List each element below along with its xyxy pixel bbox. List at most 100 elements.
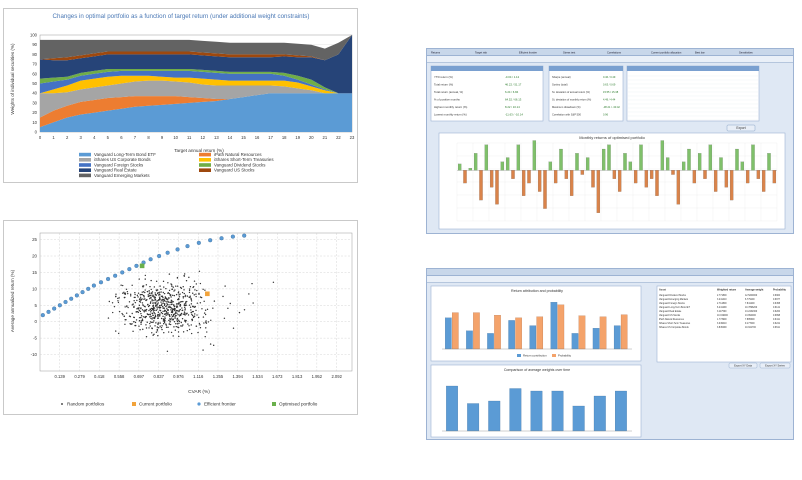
random-portfolio-point xyxy=(162,320,165,322)
monthly-return-bar xyxy=(543,170,547,209)
random-portfolio-point xyxy=(108,300,111,303)
random-portfolio-point xyxy=(183,304,186,307)
random-portfolio-point xyxy=(176,319,178,321)
random-portfolio-point xyxy=(171,307,173,310)
random-portfolio-point xyxy=(146,304,149,306)
x-tick-label: 16 xyxy=(255,135,260,140)
random-portfolio-point xyxy=(173,304,175,306)
random-portfolio-point xyxy=(191,318,194,321)
x-tick-label: 0.976 xyxy=(173,374,184,379)
random-portfolio-point xyxy=(177,298,179,301)
random-portfolio-point xyxy=(142,328,144,331)
random-portfolio-point xyxy=(190,298,192,301)
random-portfolio-point xyxy=(157,323,159,326)
monthly-return-bar xyxy=(681,161,686,171)
legend-label: Vanguard Emerging Markets xyxy=(94,173,150,178)
table-cell: Vanguard Long-Term Bond ET xyxy=(659,306,691,309)
legend-marker xyxy=(272,402,276,406)
random-portfolio-point xyxy=(107,317,110,319)
random-portfolio-point xyxy=(197,316,200,319)
random-portfolio-point xyxy=(132,303,134,305)
export-xy-series-button[interactable] xyxy=(759,362,791,369)
random-portfolio-point xyxy=(188,291,191,294)
random-portfolio-point xyxy=(147,295,150,298)
random-portfolio-point xyxy=(182,286,184,288)
random-portfolio-point xyxy=(136,299,138,302)
random-portfolio-point xyxy=(154,314,157,317)
sub-tab-bar[interactable] xyxy=(427,276,793,283)
area-series-1 xyxy=(40,93,352,128)
random-portfolio-point xyxy=(168,306,170,308)
random-portfolio-point xyxy=(182,331,185,333)
random-portfolio-point xyxy=(148,309,150,312)
random-portfolio-point xyxy=(144,306,146,308)
random-portfolio-point xyxy=(138,278,140,280)
random-portfolio-point xyxy=(125,312,128,314)
table-cell: 6.241290 xyxy=(717,307,727,309)
random-portfolio-point xyxy=(181,309,183,312)
random-portfolio-point xyxy=(152,308,155,310)
random-portfolio-point xyxy=(146,321,148,323)
random-portfolio-point xyxy=(130,323,132,326)
table-cell: 0.6977 xyxy=(773,299,781,301)
random-portfolio-point xyxy=(190,297,192,300)
random-portfolio-point xyxy=(166,307,168,310)
random-portfolio-point xyxy=(174,316,176,318)
random-portfolio-point xyxy=(133,316,136,319)
random-portfolio-point xyxy=(174,309,176,312)
random-portfolio-point xyxy=(167,331,170,333)
monthly-return-bar xyxy=(639,144,643,171)
random-portfolio-point xyxy=(193,306,195,308)
x-tick-label: 11 xyxy=(187,135,192,140)
random-portfolio-point xyxy=(162,315,164,318)
random-portfolio-point xyxy=(176,323,179,325)
area-series-8 xyxy=(40,35,352,61)
random-portfolio-point xyxy=(203,322,205,324)
monthly-return-bar xyxy=(719,157,723,171)
random-portfolio-point xyxy=(177,331,180,333)
legend-label: iShares Short-Term Treasuries xyxy=(214,157,274,162)
main-tab-bar[interactable] xyxy=(427,269,793,276)
random-portfolio-point xyxy=(156,326,159,328)
probability-bar xyxy=(515,317,522,350)
portfolio-weights-chart-panel: Changes in optimal portfolio as a functi… xyxy=(3,8,358,183)
random-portfolio-point xyxy=(161,295,163,298)
random-portfolio-point xyxy=(157,322,160,324)
export-button[interactable] xyxy=(726,124,756,132)
export-xy-data-button[interactable] xyxy=(728,362,758,369)
random-portfolio-point xyxy=(172,313,175,316)
random-portfolio-point xyxy=(191,313,193,316)
x-tick-label: 1.813 xyxy=(292,374,303,379)
y-tick-label: 5 xyxy=(35,303,38,308)
random-portfolio-point xyxy=(202,349,204,351)
random-portfolio-point xyxy=(157,306,159,308)
monthly-return-bar xyxy=(537,170,542,192)
x-tick-label: 2.092 xyxy=(331,374,342,379)
random-portfolio-point xyxy=(191,319,194,322)
efficient-frontier-point xyxy=(196,240,201,245)
random-portfolio-point xyxy=(141,318,144,320)
table-cell: 10.019000 xyxy=(717,315,729,317)
random-portfolio-point xyxy=(192,292,194,294)
random-portfolio-point xyxy=(156,330,159,332)
random-portfolio-point xyxy=(157,335,159,337)
random-portfolio-point xyxy=(122,313,124,316)
random-portfolio-point xyxy=(137,308,140,310)
random-portfolio-point xyxy=(166,350,169,352)
sub-tab-bar[interactable] xyxy=(427,56,793,63)
random-portfolio-point xyxy=(176,320,179,323)
x-tick-label: 22 xyxy=(336,135,341,140)
x-tick-label: 1.673 xyxy=(272,374,283,379)
legend-marker xyxy=(61,403,63,405)
main-tab-bar[interactable] xyxy=(427,49,793,56)
random-portfolio-point xyxy=(206,308,209,311)
monthly-return-bar xyxy=(591,170,595,188)
return-contribution-bar xyxy=(466,330,473,350)
x-tick-label: 12 xyxy=(200,135,205,140)
attribution-view: Return attribution and probability Retur… xyxy=(430,285,792,438)
random-portfolio-point xyxy=(174,329,177,331)
random-portfolio-point xyxy=(144,291,146,294)
random-portfolio-point xyxy=(176,305,179,307)
monthly-return-bar xyxy=(756,170,761,179)
x-tick-label: 18 xyxy=(282,135,287,140)
